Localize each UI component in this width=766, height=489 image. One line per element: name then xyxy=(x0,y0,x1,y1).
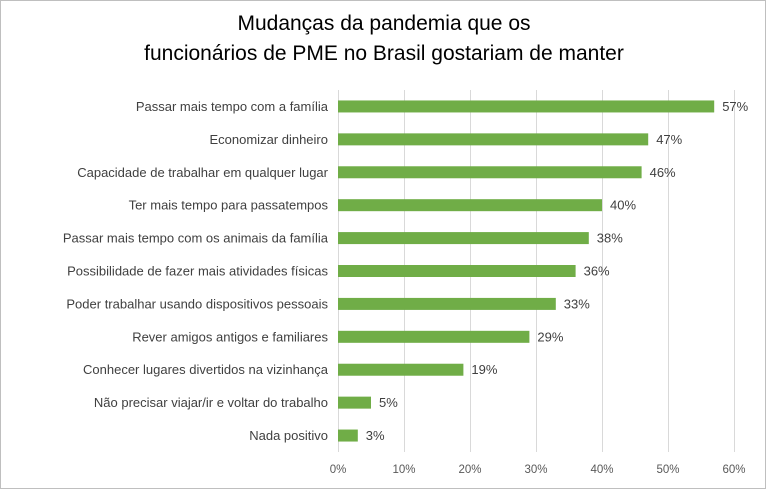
value-label: 47% xyxy=(656,132,682,147)
x-tick-label: 50% xyxy=(656,464,679,476)
value-label: 29% xyxy=(537,329,563,344)
bar xyxy=(338,396,371,409)
value-labels: 57% 47% 46% 40% 38% 36% 33% 29% 19% 5% 3% xyxy=(366,99,749,443)
category-label: Conhecer lugares divertidos na vizinhanç… xyxy=(83,362,329,377)
category-label: Poder trabalhar usando dispositivos pess… xyxy=(66,296,328,311)
value-label: 36% xyxy=(584,264,610,279)
category-label: Possibilidade de fazer mais atividades f… xyxy=(67,264,328,279)
chart-title-line-1: Mudanças da pandemia que os xyxy=(237,12,531,35)
x-tick-label: 60% xyxy=(722,464,745,476)
x-tick-label: 0% xyxy=(330,464,347,476)
chart-title: Mudanças da pandemia que os funcionários… xyxy=(1,9,765,69)
value-label: 57% xyxy=(722,99,748,114)
category-label: Não precisar viajar/ir e voltar do traba… xyxy=(94,395,328,410)
bars xyxy=(338,100,715,442)
bar xyxy=(338,297,556,310)
bar xyxy=(338,199,602,212)
bar xyxy=(338,429,358,442)
value-label: 5% xyxy=(379,395,398,410)
bar xyxy=(338,330,530,343)
bar xyxy=(338,363,464,376)
bar xyxy=(338,232,589,245)
gridlines xyxy=(338,90,735,452)
bar xyxy=(338,133,649,146)
category-label: Nada positivo xyxy=(249,428,328,443)
value-label: 38% xyxy=(597,231,623,246)
category-label: Rever amigos antigos e familiares xyxy=(132,329,328,344)
value-label: 33% xyxy=(564,296,590,311)
category-label: Capacidade de trabalhar em qualquer luga… xyxy=(77,165,328,180)
x-tick-label: 10% xyxy=(392,464,415,476)
x-tick-label: 40% xyxy=(590,464,613,476)
value-label: 3% xyxy=(366,428,385,443)
category-labels: Passar mais tempo com a família Economiza… xyxy=(63,99,329,443)
category-label: Passar mais tempo com os animais da famí… xyxy=(63,231,329,246)
bar xyxy=(338,265,576,277)
value-label: 40% xyxy=(610,198,636,213)
value-label: 19% xyxy=(471,362,497,377)
bar xyxy=(338,166,642,179)
chart-title-line-2: funcionários de PME no Brasil gostariam … xyxy=(144,42,624,65)
x-tick-label: 30% xyxy=(524,464,547,476)
x-axis-ticks: 0% 10% 20% 30% 40% 50% 60% xyxy=(330,464,746,476)
category-label: Ter mais tempo para passatempos xyxy=(129,198,329,213)
category-label: Economizar dinheiro xyxy=(209,132,328,147)
x-tick-label: 20% xyxy=(458,464,481,476)
category-label: Passar mais tempo com a família xyxy=(136,99,329,114)
value-label: 46% xyxy=(650,165,676,180)
bar xyxy=(338,100,715,113)
